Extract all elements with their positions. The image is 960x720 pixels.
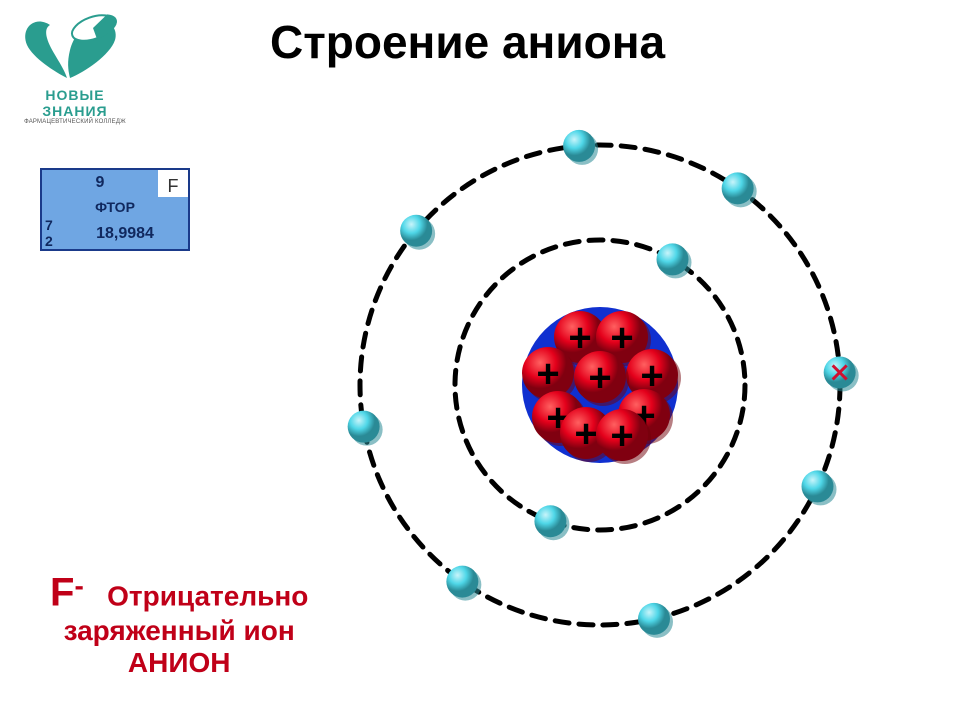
element-name: ФТОР [42,197,188,217]
plus-icon: + [536,352,559,396]
ion-charge: - [74,570,83,601]
logo-title: НОВЫЕ ЗНАНИЯ [15,87,135,119]
atomic-mass: 18,9984 [62,217,188,249]
label-text: АНИОН [50,647,308,679]
logo-subtitle: ФАРМАЦЕВТИЧЕСКИЙ КОЛЛЕДЖ [15,119,135,125]
logo: НОВЫЕ ЗНАНИЯ ФАРМАЦЕВТИЧЕСКИЙ КОЛЛЕДЖ [15,10,135,125]
periodic-element-box: 9 F ФТОР 7 2 18,9984 [40,168,190,251]
heart-capsule-icon [15,10,135,85]
plus-icon: + [610,316,633,360]
electron [534,505,569,540]
label-text: Отрицательно [107,580,308,611]
atomic-number: 9 [42,170,158,197]
plus-icon: + [588,356,611,400]
extra-electron [824,356,859,391]
plus-icon: + [574,412,597,456]
plus-icon: + [568,316,591,360]
electron [348,411,383,446]
electron-shells: 7 2 [42,217,62,249]
ion-symbol: F [50,570,74,614]
electron [802,470,837,505]
plus-icon: + [610,414,633,458]
electron [446,566,481,601]
electron [657,243,692,278]
atom-diagram: +++++++++ [300,90,920,690]
shell-count: 2 [45,233,62,249]
electron [563,130,598,165]
anion-label: F- Отрицательно заряженный ион АНИОН [50,570,308,679]
electron [722,172,757,207]
element-symbol: F [158,170,188,197]
label-text: заряженный ион [50,615,308,647]
shell-count: 7 [45,217,62,233]
page-title: Строение аниона [270,15,665,69]
electron [638,603,673,638]
